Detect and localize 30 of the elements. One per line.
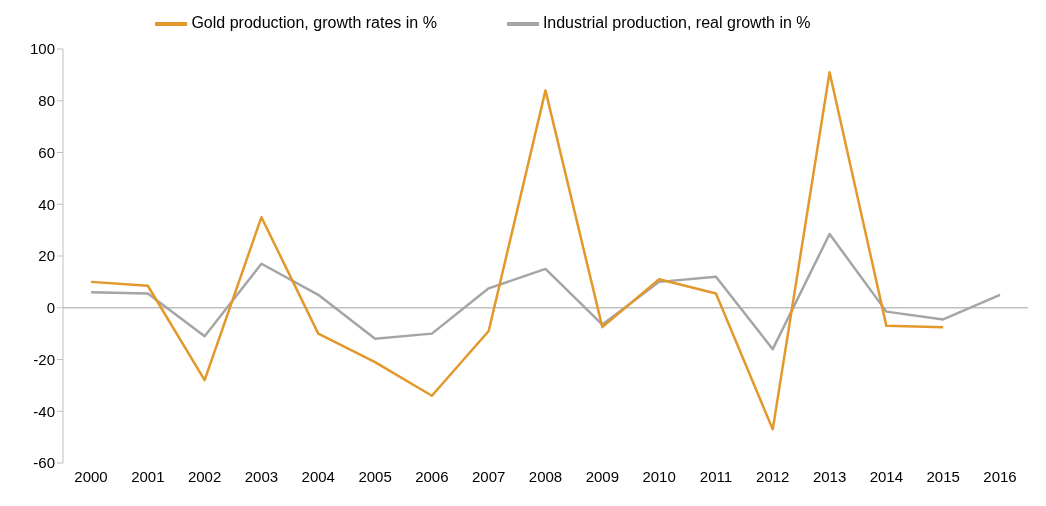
x-tick-label: 2009 (585, 467, 619, 485)
y-tick-label: 100 (29, 40, 55, 58)
x-tick-label: 2011 (699, 467, 733, 485)
y-tick-label: 60 (38, 143, 55, 161)
x-tick-label: 2008 (528, 467, 563, 485)
x-tick-label: 2012 (756, 467, 790, 485)
y-tick-label: -20 (33, 350, 55, 368)
y-tick-label: -60 (33, 454, 55, 472)
x-tick-label: 2002 (187, 467, 222, 485)
x-tick-label: 2000 (74, 467, 108, 485)
legend-label: Industrial production, real growth in % (542, 14, 811, 32)
x-tick-label: 2015 (926, 467, 960, 485)
x-tick-label: 2006 (415, 467, 449, 485)
y-tick-label: 20 (38, 247, 55, 265)
x-tick-label: 2004 (301, 467, 335, 485)
x-tick-label: 2003 (244, 467, 279, 485)
x-tick-label: 2001 (131, 467, 165, 485)
x-tick-label: 2007 (472, 467, 506, 485)
y-tick-label: 80 (38, 92, 55, 110)
legend-label: Gold production, growth rates in % (191, 14, 437, 32)
y-tick-label: 40 (38, 195, 55, 213)
x-tick-label: 2010 (642, 467, 676, 485)
x-tick-label: 2005 (358, 467, 392, 485)
x-tick-label: 2014 (869, 467, 904, 485)
line-series (89, 232, 1002, 351)
line-series (89, 71, 945, 431)
y-tick-label: 0 (46, 299, 55, 317)
x-tick-label: 2016 (983, 467, 1017, 485)
y-tick-label: -40 (33, 402, 55, 420)
x-tick-label: 2013 (812, 467, 847, 485)
